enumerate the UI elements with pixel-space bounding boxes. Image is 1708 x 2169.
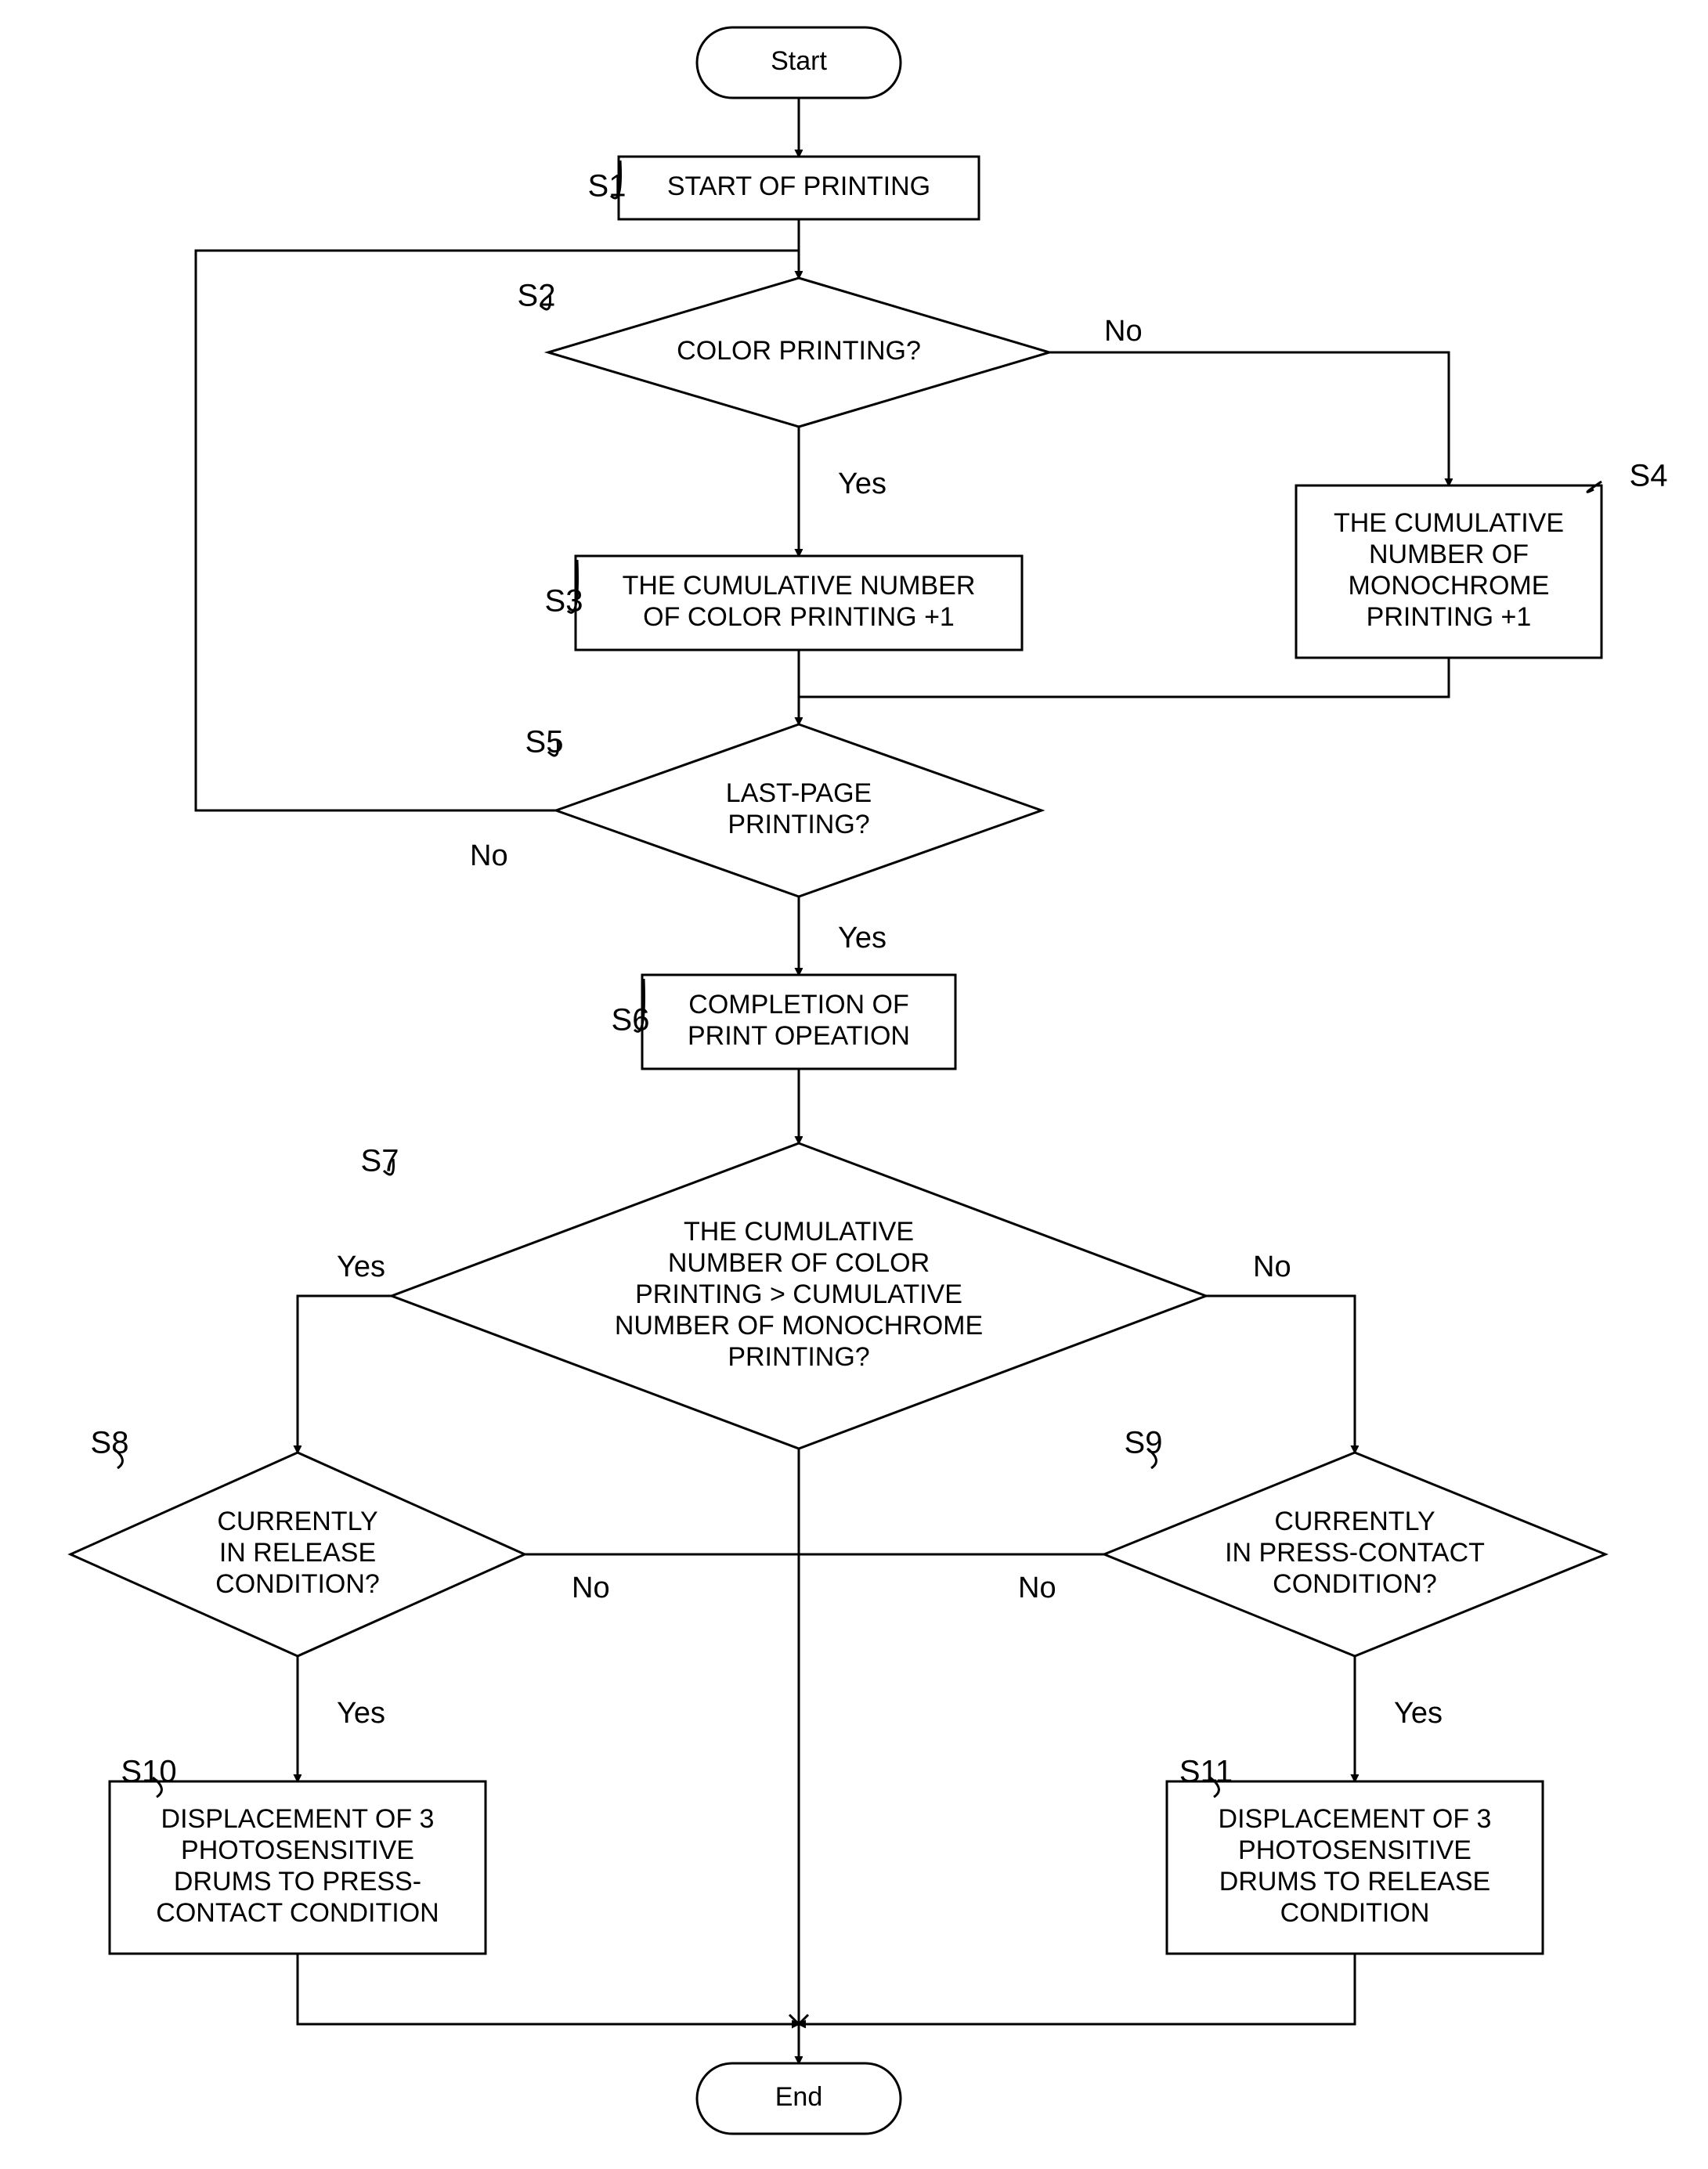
svg-text:No: No (572, 1572, 610, 1604)
node-text: DISPLACEMENT OF 3 (1219, 1804, 1492, 1834)
node-text: CURRENTLY (1274, 1507, 1435, 1536)
node-text: CURRENTLY (217, 1507, 377, 1536)
node-text: IN PRESS-CONTACT (1225, 1538, 1485, 1568)
node-text: CONTACT CONDITION (156, 1898, 439, 1928)
node-text: THE CUMULATIVE NUMBER (623, 571, 976, 601)
node-text: PRINTING? (728, 810, 869, 839)
svg-text:Yes: Yes (337, 1697, 385, 1730)
node-text: NUMBER OF (1369, 540, 1529, 569)
node-text: End (775, 2082, 823, 2112)
step-label: S6 (612, 1003, 650, 1038)
node-text: Start (771, 46, 827, 76)
node-text: PRINT OPEATION (688, 1021, 910, 1051)
svg-text:No: No (1018, 1572, 1056, 1604)
svg-text:Yes: Yes (1394, 1697, 1443, 1730)
node-text: LAST-PAGE (726, 778, 872, 808)
node-text: THE CUMULATIVE (684, 1217, 914, 1247)
step-label: S1 (588, 169, 627, 204)
node-text: NUMBER OF MONOCHROME (615, 1311, 983, 1341)
step-label: S10 (121, 1755, 176, 1789)
svg-text:No: No (470, 839, 508, 872)
node-text: COMPLETION OF (688, 990, 908, 1020)
svg-text:No: No (1253, 1251, 1291, 1283)
node-text: THE CUMULATIVE (1334, 508, 1564, 538)
node-text: CONDITION? (1273, 1569, 1437, 1599)
svg-text:Yes: Yes (337, 1251, 385, 1283)
step-label: S8 (91, 1426, 129, 1460)
svg-text:Yes: Yes (838, 922, 886, 955)
step-label: S2 (518, 279, 556, 313)
step-label: S3 (545, 584, 583, 619)
node-text: DISPLACEMENT OF 3 (161, 1804, 435, 1834)
step-label: S5 (525, 725, 564, 760)
node-text: CONDITION (1280, 1898, 1430, 1928)
node-text: PRINTING > CUMULATIVE (635, 1279, 962, 1309)
node-text: PHOTOSENSITIVE (1238, 1835, 1471, 1865)
node-text: PRINTING +1 (1367, 602, 1532, 632)
svg-text:No: No (1104, 315, 1143, 348)
node-text: OF COLOR PRINTING +1 (643, 602, 955, 632)
step-label: S7 (361, 1144, 399, 1178)
step-label: S11 (1179, 1755, 1233, 1789)
node-text: DRUMS TO PRESS- (174, 1867, 421, 1897)
node-text: IN RELEASE (219, 1538, 376, 1568)
node-text: PHOTOSENSITIVE (181, 1835, 414, 1865)
node-text: PRINTING? (728, 1342, 869, 1372)
node-text: START OF PRINTING (667, 171, 930, 201)
step-label: S9 (1125, 1426, 1163, 1460)
node-text: NUMBER OF COLOR (668, 1248, 930, 1278)
svg-text:Yes: Yes (838, 467, 886, 500)
flowchart-canvas: Yes No Yes No Yes No Yes No Yes No Start START OF P… (0, 0, 1708, 2169)
node-text: COLOR PRINTING? (677, 336, 921, 366)
node-text: MONOCHROME (1349, 571, 1550, 601)
node-text: DRUMS TO RELEASE (1219, 1867, 1490, 1897)
node-text: CONDITION? (215, 1569, 380, 1599)
step-label: S4 (1630, 459, 1668, 493)
